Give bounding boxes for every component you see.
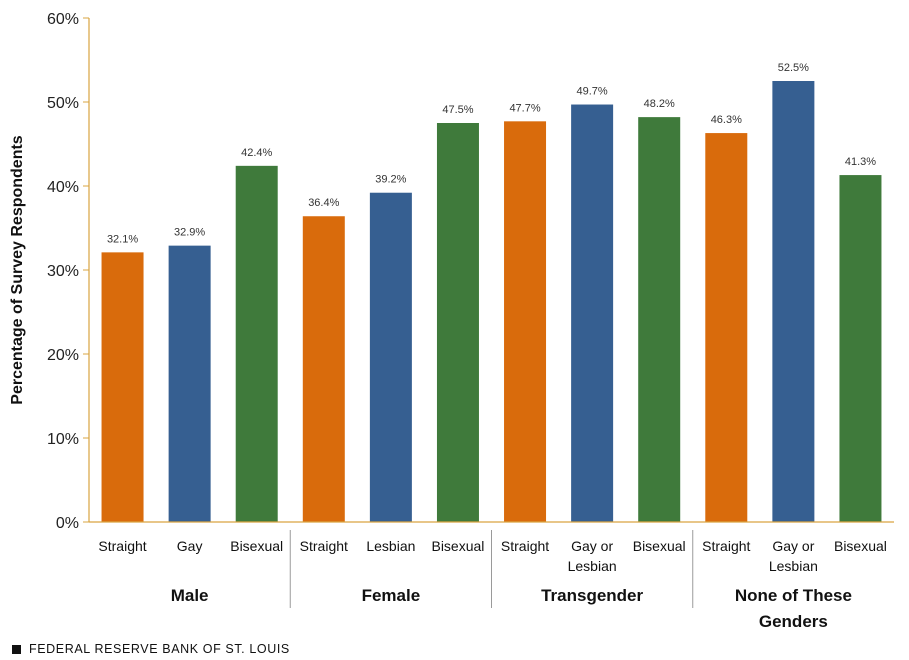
source-text: FEDERAL RESERVE BANK OF ST. LOUIS xyxy=(29,642,290,656)
category-label: Bisexual xyxy=(431,538,484,554)
bar xyxy=(772,81,815,522)
bar-value-label: 32.1% xyxy=(107,233,138,245)
bar xyxy=(571,104,614,523)
bar-value-label: 46.3% xyxy=(711,114,742,126)
category-label: Straight xyxy=(702,538,750,554)
category-label: Straight xyxy=(300,538,348,554)
category-label: Lesbian xyxy=(769,558,818,574)
bar-value-label: 39.2% xyxy=(375,174,406,186)
bar-value-label: 49.7% xyxy=(577,86,608,98)
axes xyxy=(88,18,894,608)
data-labels: 32.1% 32.9% 42.4% 36.4% 39.2% 47.5% 47.7% 49.7%… xyxy=(107,62,876,245)
y-tick-label: 20% xyxy=(47,347,79,364)
bars xyxy=(101,81,882,523)
category-label: Straight xyxy=(501,538,549,554)
bar xyxy=(839,175,882,522)
group-label: Genders xyxy=(759,612,828,631)
group-label: Transgender xyxy=(541,586,643,605)
bar xyxy=(101,252,144,523)
bar-value-label: 42.4% xyxy=(241,147,272,159)
bar xyxy=(302,216,345,523)
y-tick-label: 10% xyxy=(47,431,79,448)
category-label: Gay xyxy=(177,538,203,554)
category-label: Gay or xyxy=(571,538,613,554)
bar xyxy=(504,121,547,522)
category-label: Lesbian xyxy=(366,538,415,554)
category-label: Lesbian xyxy=(568,558,617,574)
bar xyxy=(168,245,211,522)
bar-value-label: 52.5% xyxy=(778,62,809,74)
bar xyxy=(705,133,748,522)
y-tick-label: 40% xyxy=(47,179,79,196)
y-tick-label: 50% xyxy=(47,95,79,112)
category-label: Bisexual xyxy=(230,538,283,554)
bar-value-label: 47.5% xyxy=(442,104,473,116)
bar xyxy=(369,192,412,522)
bar-value-label: 32.9% xyxy=(174,227,205,239)
category-label: Gay or xyxy=(772,538,814,554)
bar xyxy=(638,117,681,523)
category-label: Straight xyxy=(98,538,146,554)
y-tick-label: 0% xyxy=(56,515,79,532)
y-tick-label: 30% xyxy=(47,263,79,280)
y-tick-label: 60% xyxy=(47,11,79,28)
group-label: None of These xyxy=(735,586,852,605)
bar xyxy=(436,123,479,522)
square-icon xyxy=(12,644,21,654)
category-label: Bisexual xyxy=(834,538,887,554)
bar-value-label: 47.7% xyxy=(509,102,540,114)
group-labels: Male Female Transgender None of These Gender… xyxy=(171,586,852,631)
category-labels: Straight Gay Bisexual Straight Lesbian Bisexu… xyxy=(98,538,887,574)
bar-value-label: 48.2% xyxy=(644,98,675,110)
bar xyxy=(235,165,278,522)
bar-value-label: 36.4% xyxy=(308,197,339,209)
category-label: Bisexual xyxy=(633,538,686,554)
group-label: Female xyxy=(362,586,421,605)
group-label: Male xyxy=(171,586,209,605)
y-axis-ticks: 0% 10% 20% 30% 40% 50% 60% xyxy=(47,11,89,532)
source-credit: FEDERAL RESERVE BANK OF ST. LOUIS xyxy=(12,642,290,656)
bar-value-label: 41.3% xyxy=(845,156,876,168)
y-axis-title: Percentage of Survey Respondents xyxy=(9,135,26,405)
